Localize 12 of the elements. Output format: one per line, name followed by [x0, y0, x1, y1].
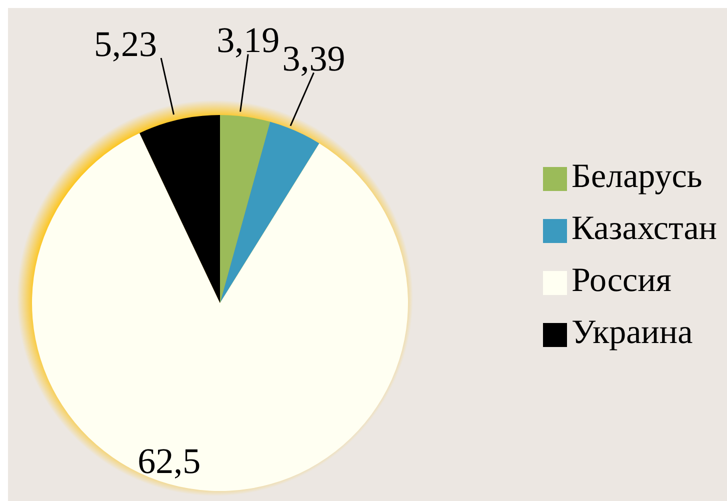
- pie-slice: [220, 115, 270, 303]
- legend-label: Казахстан: [571, 210, 717, 246]
- data-label: 3,19: [216, 20, 280, 60]
- pie-slice: [220, 122, 320, 303]
- legend-label: Беларусь: [571, 158, 702, 194]
- pie-slice: [140, 115, 220, 303]
- data-label: 3,39: [282, 38, 346, 79]
- pie-slice: [32, 133, 408, 491]
- legend-label: Украина: [571, 314, 693, 350]
- legend-label: Россия: [571, 262, 672, 298]
- data-label: 5,23: [94, 24, 158, 64]
- data-label: 62,5: [138, 441, 201, 482]
